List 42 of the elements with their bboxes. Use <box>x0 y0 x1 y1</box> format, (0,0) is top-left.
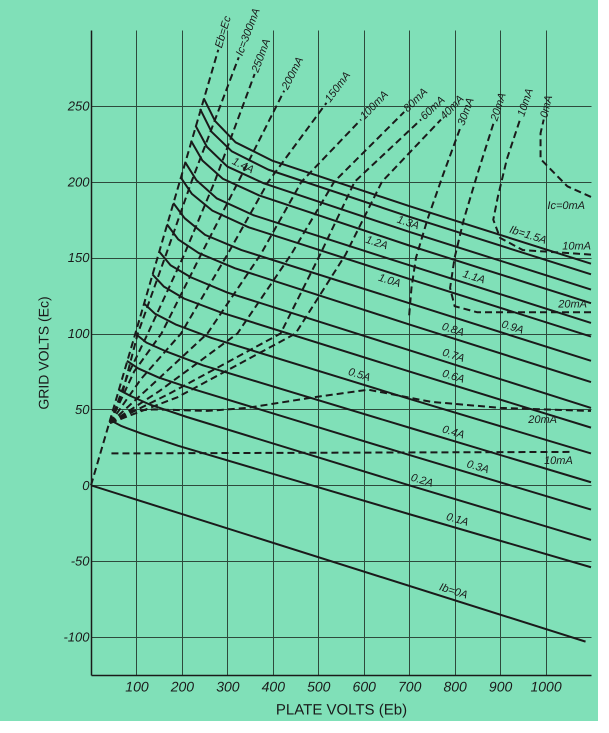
text: 0.8A <box>440 320 466 340</box>
text: Eb=Ec <box>213 14 234 50</box>
annotation: 10mA <box>562 240 591 253</box>
text: 0.4A <box>440 424 466 442</box>
text: 0mA <box>538 94 556 119</box>
text: 0.9A <box>500 318 526 337</box>
y-tick-label: 50 <box>75 402 90 417</box>
text: 0.2A <box>409 472 435 490</box>
x-tick-label: 900 <box>488 678 512 694</box>
text: 1.1A <box>461 268 486 287</box>
text: 0.5A <box>346 366 372 384</box>
y-tick-label: 200 <box>66 174 90 190</box>
text: 1.3A <box>395 214 421 232</box>
text: 0.6A <box>440 368 466 386</box>
text: Ib=1.5A <box>508 224 548 247</box>
x-tick-label: 200 <box>170 678 194 694</box>
x-tick-label: 700 <box>398 678 422 694</box>
text: 20mA <box>488 91 509 124</box>
x-tick-label: 100 <box>125 678 149 694</box>
annotation: 20mA <box>557 298 587 310</box>
text: 0.7A <box>440 346 466 366</box>
text: 0.1A <box>444 510 470 529</box>
x-tick-label: 800 <box>443 678 468 694</box>
x-tick-label: 400 <box>262 678 286 694</box>
x-tick-label: 300 <box>216 678 240 694</box>
text: 0.3A <box>465 458 490 476</box>
x-tick-label: 500 <box>307 678 331 694</box>
x-axis-title: PLATE VOLTS (Eb) <box>276 702 408 718</box>
y-tick-label: -100 <box>63 630 90 645</box>
annotation: Ic=0mA <box>547 200 585 212</box>
y-tick-label: 150 <box>68 250 90 266</box>
x-tick-label: 1000 <box>530 678 562 694</box>
y-tick-label: 250 <box>66 98 90 114</box>
text: Ib=0A <box>438 581 470 602</box>
y-tick-label: 0 <box>82 478 90 493</box>
y-tick-label: -50 <box>70 554 90 569</box>
y-tick-label: 100 <box>68 326 90 342</box>
text: 1.0A <box>376 272 402 290</box>
x-tick-label: 600 <box>352 678 376 694</box>
text: 1.2A <box>364 234 390 252</box>
y-axis-title: GRID VOLTS (Ec) <box>35 296 52 410</box>
text: 10mA <box>515 86 536 118</box>
